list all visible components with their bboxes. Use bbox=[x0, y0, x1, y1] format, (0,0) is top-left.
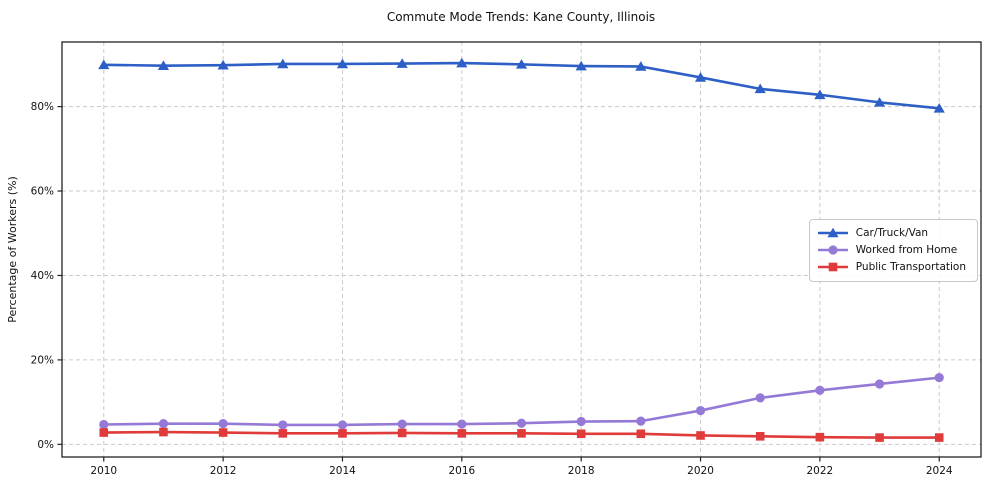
data-point bbox=[873, 97, 886, 107]
data-point bbox=[755, 393, 765, 403]
data-series bbox=[98, 57, 945, 442]
data-point bbox=[695, 405, 706, 416]
data-point bbox=[277, 58, 289, 69]
data-point bbox=[575, 60, 587, 71]
legend-marker-icon bbox=[828, 245, 838, 255]
data-point bbox=[636, 429, 646, 439]
axis-ticks: 2010 2012 2014 2016 2018 2020 2022 2024 0% 20% 40%… bbox=[31, 101, 953, 477]
x-tick-label: 2020 bbox=[687, 465, 714, 477]
x-tick-label: 2010 bbox=[90, 465, 117, 477]
y-tick-label: 0% bbox=[37, 439, 54, 451]
legend-circle-swatch-icon bbox=[817, 245, 848, 255]
data-point bbox=[814, 89, 826, 100]
legend-triangle-swatch-icon bbox=[817, 227, 848, 238]
data-point bbox=[397, 419, 407, 429]
y-tick-label: 60% bbox=[31, 186, 54, 198]
y-tick-label: 20% bbox=[31, 354, 54, 366]
x-tick-label: 2024 bbox=[926, 465, 953, 477]
legend-marker-icon bbox=[827, 227, 839, 238]
data-point bbox=[99, 419, 109, 430]
data-point bbox=[457, 429, 467, 438]
data-point bbox=[934, 373, 944, 383]
y-tick-label: 40% bbox=[31, 270, 54, 282]
series-line-1 bbox=[102, 376, 941, 427]
data-point bbox=[158, 419, 169, 429]
y-tick-label: 80% bbox=[31, 101, 54, 113]
legend-item: Car/Truck/Van bbox=[817, 226, 966, 240]
legend-item: Worked from Home bbox=[817, 243, 966, 257]
x-tick-label: 2018 bbox=[568, 465, 595, 477]
data-point bbox=[338, 429, 347, 438]
data-point bbox=[635, 61, 647, 71]
legend-label: Public Transportation bbox=[855, 261, 966, 273]
x-tick-label: 2014 bbox=[329, 465, 356, 477]
data-point bbox=[99, 428, 109, 437]
x-tick-label: 2022 bbox=[807, 465, 834, 477]
plot-frame bbox=[61, 41, 982, 458]
data-point bbox=[278, 429, 288, 438]
data-point bbox=[336, 58, 349, 69]
data-point bbox=[218, 428, 228, 437]
plot-border bbox=[61, 41, 982, 458]
data-point bbox=[217, 59, 229, 70]
data-point bbox=[815, 432, 825, 442]
data-point bbox=[576, 429, 586, 439]
data-point bbox=[874, 379, 885, 389]
data-point bbox=[456, 57, 468, 68]
legend-marker-icon bbox=[828, 262, 838, 272]
data-point bbox=[517, 429, 526, 438]
data-point bbox=[875, 433, 884, 442]
data-point bbox=[98, 59, 110, 70]
data-point bbox=[159, 427, 168, 437]
data-point bbox=[576, 416, 586, 427]
data-point bbox=[396, 58, 408, 68]
y-axis-label: Percentage of Workers (%) bbox=[6, 176, 19, 323]
data-point bbox=[694, 72, 707, 82]
data-point bbox=[934, 433, 944, 442]
data-point bbox=[815, 385, 825, 395]
data-point bbox=[933, 102, 945, 113]
legend-label: Worked from Home bbox=[855, 244, 958, 256]
legend-item: Public Transportation bbox=[817, 260, 966, 274]
data-point bbox=[754, 83, 766, 94]
legend-square-swatch-icon bbox=[817, 262, 848, 272]
series-line-0 bbox=[102, 61, 941, 110]
data-point bbox=[696, 431, 705, 440]
x-tick-label: 2012 bbox=[210, 465, 237, 477]
data-point bbox=[516, 418, 527, 428]
data-point bbox=[218, 419, 228, 429]
legend: Car/Truck/Van Worked from Home Public Tran… bbox=[808, 219, 978, 282]
chart-title: Commute Mode Trends: Kane County, Illino… bbox=[387, 10, 655, 24]
data-point bbox=[278, 420, 288, 430]
x-tick-label: 2016 bbox=[448, 465, 475, 477]
data-point bbox=[755, 432, 765, 441]
data-point bbox=[157, 60, 170, 70]
data-point bbox=[457, 419, 467, 429]
data-point bbox=[337, 420, 348, 430]
data-point bbox=[636, 416, 646, 426]
data-point bbox=[397, 428, 407, 438]
data-point bbox=[515, 59, 528, 69]
legend-label: Car/Truck/Van bbox=[855, 227, 929, 239]
